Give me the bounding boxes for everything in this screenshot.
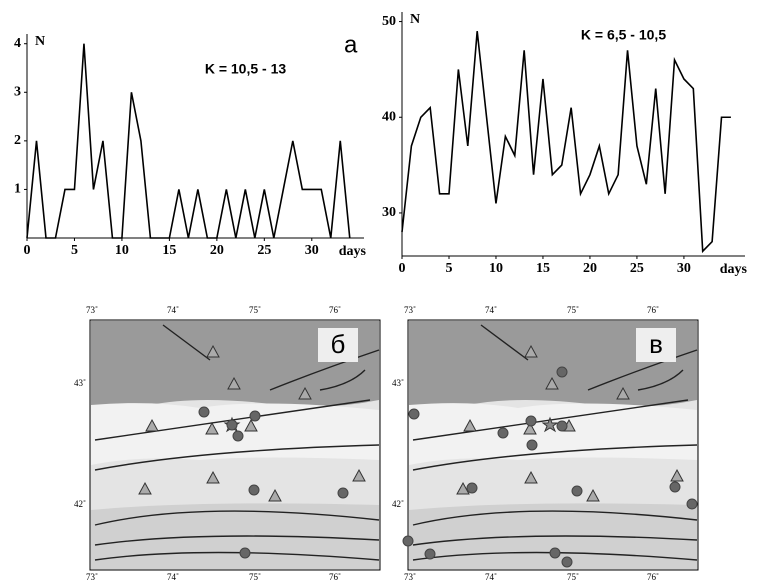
panel-label: б <box>331 329 346 359</box>
x-tick-label: 30 <box>305 243 319 258</box>
event <box>250 411 260 421</box>
x-tick-label: 15 <box>162 243 176 258</box>
figure: 1234051015202530NdaysK = 10,5 - 13а30405… <box>0 0 757 586</box>
event <box>338 488 348 498</box>
event <box>227 420 237 430</box>
event <box>199 407 209 417</box>
x-tick-label: 25 <box>257 243 271 258</box>
event <box>425 549 435 559</box>
lat-label: 43˚ <box>392 378 404 388</box>
x-axis-label: days <box>339 244 367 259</box>
lat-label: 42˚ <box>74 499 86 509</box>
lon-label: 73˚ <box>86 305 98 315</box>
x-tick-label: 0 <box>24 243 31 258</box>
event <box>550 548 560 558</box>
y-tick-label: 2 <box>14 133 21 148</box>
y-tick-label: 30 <box>382 205 396 220</box>
annotation: K = 10,5 - 13 <box>205 61 287 77</box>
lon-label: 76˚ <box>647 572 659 582</box>
x-tick-label: 5 <box>445 261 452 276</box>
event <box>572 486 582 496</box>
lon-label: 75˚ <box>249 572 261 582</box>
event <box>233 431 243 441</box>
y-axis-label: N <box>35 34 45 49</box>
event <box>527 440 537 450</box>
event <box>249 485 259 495</box>
lon-label: 76˚ <box>329 572 341 582</box>
lon-label: 73˚ <box>86 572 98 582</box>
x-tick-label: 20 <box>210 243 224 258</box>
y-tick-label: 4 <box>14 36 21 51</box>
y-tick-label: 1 <box>14 182 21 197</box>
event <box>240 548 250 558</box>
event <box>526 416 536 426</box>
x-tick-label: 10 <box>115 243 129 258</box>
lon-label: 74˚ <box>167 305 179 315</box>
y-tick-label: 40 <box>382 109 396 124</box>
annotation: K = 6,5 - 10,5 <box>581 27 666 43</box>
lon-label: 74˚ <box>167 572 179 582</box>
event <box>687 499 697 509</box>
lon-label: 74˚ <box>485 305 497 315</box>
lat-label: 42˚ <box>392 499 404 509</box>
event <box>670 482 680 492</box>
line-series <box>402 31 731 251</box>
x-tick-label: 5 <box>71 243 78 258</box>
lon-label: 75˚ <box>567 572 579 582</box>
panel-label: а <box>344 31 358 58</box>
map: в 73˚ 73˚ 74˚ 74˚ 75˚ 75˚ 76˚ 76˚ 43˚ 42˚ <box>392 305 698 582</box>
x-tick-label: 0 <box>399 261 406 276</box>
x-tick-label: 25 <box>630 261 644 276</box>
panel-label: в <box>649 329 663 359</box>
lon-label: 74˚ <box>485 572 497 582</box>
event <box>409 409 419 419</box>
line-series <box>27 44 350 238</box>
event <box>467 483 477 493</box>
event <box>562 557 572 567</box>
event <box>557 421 567 431</box>
x-axis-label: days <box>720 262 748 277</box>
x-tick-label: 10 <box>489 261 503 276</box>
y-tick-label: 50 <box>382 14 396 29</box>
y-tick-label: 3 <box>14 85 21 100</box>
event <box>403 536 413 546</box>
event <box>498 428 508 438</box>
lon-label: 75˚ <box>567 305 579 315</box>
lon-label: 76˚ <box>329 305 341 315</box>
lon-label: 75˚ <box>249 305 261 315</box>
y-axis-label: N <box>410 12 420 27</box>
event <box>557 367 567 377</box>
lon-label: 73˚ <box>404 305 416 315</box>
lon-label: 73˚ <box>404 572 416 582</box>
lat-label: 43˚ <box>74 378 86 388</box>
x-tick-label: 20 <box>583 261 597 276</box>
page: 1234051015202530NdaysK = 10,5 - 13а30405… <box>0 0 757 586</box>
x-tick-label: 15 <box>536 261 550 276</box>
map: б 73˚ 73˚ 74˚ 74˚ 75˚ 75˚ 76˚ 76˚ 43˚ 42˚ <box>74 305 380 582</box>
x-tick-label: 30 <box>677 261 691 276</box>
lon-label: 76˚ <box>647 305 659 315</box>
